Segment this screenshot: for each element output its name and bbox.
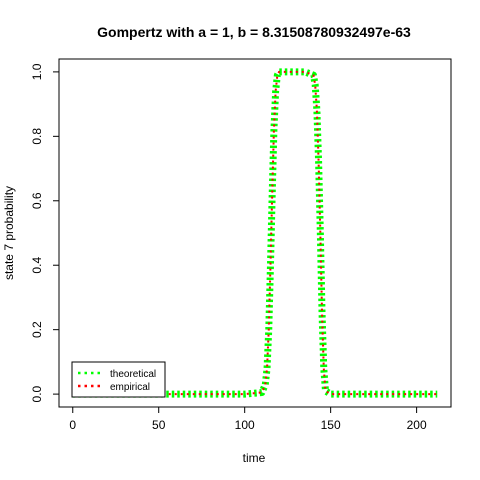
chart-title: Gompertz with a = 1, b = 8.3150878093249… xyxy=(97,24,411,40)
y-tick-label: 0.6 xyxy=(30,192,44,209)
legend: theoretical empirical xyxy=(71,361,166,398)
x-tick-label: 50 xyxy=(152,418,166,432)
y-tick-label: 0.0 xyxy=(30,385,44,402)
series-line-theoretical xyxy=(72,68,438,398)
legend-box xyxy=(71,361,166,398)
x-tick-label: 200 xyxy=(407,418,427,432)
x-axis: 0 50 100 150 200 xyxy=(69,406,427,432)
x-axis-label: time xyxy=(243,451,266,465)
legend-label-theoretical: theoretical xyxy=(110,369,156,380)
y-tick-label: 0.2 xyxy=(30,321,44,338)
y-axis-label: state 7 probability xyxy=(2,186,16,280)
x-tick-label: 100 xyxy=(235,418,255,432)
y-tick-label: 1.0 xyxy=(30,63,44,80)
x-tick-label: 0 xyxy=(69,418,76,432)
y-tick-label: 0.4 xyxy=(30,257,44,274)
legend-label-empirical: empirical xyxy=(110,382,150,393)
x-tick-label: 150 xyxy=(321,418,341,432)
series-layer xyxy=(72,68,438,398)
y-axis: 0.0 0.2 0.4 0.6 0.8 1.0 xyxy=(30,63,60,402)
y-tick-label: 0.8 xyxy=(30,128,44,145)
